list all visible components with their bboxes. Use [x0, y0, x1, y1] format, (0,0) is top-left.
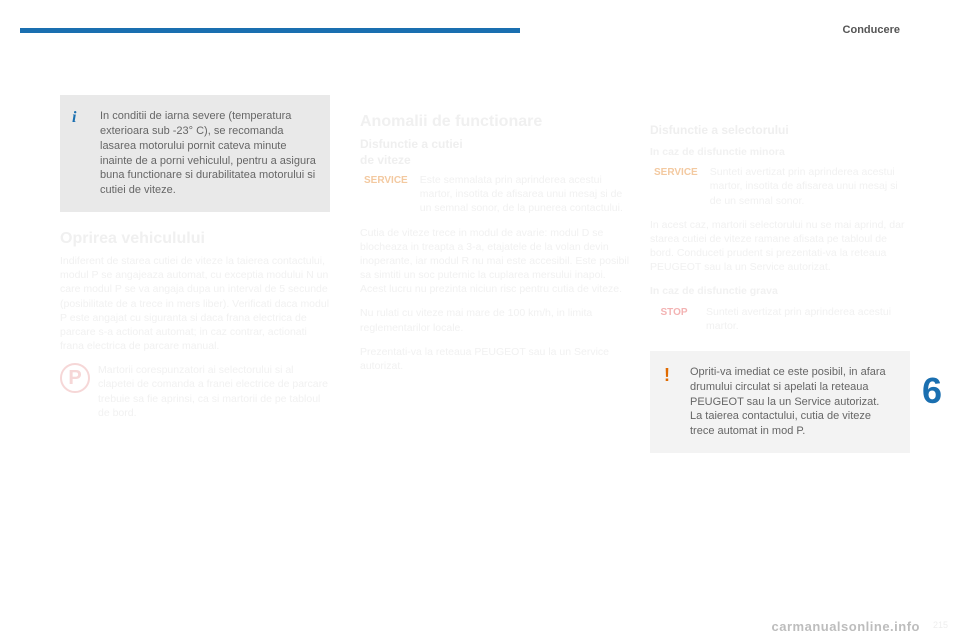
info-box: i In conditii de iarna severe (temperatu…: [60, 95, 330, 212]
warning-box: ! Opriti-va imediat ce este posibil, in …: [650, 351, 910, 453]
subheading-disfunctie-selector: Disfunctie a selectorului: [650, 123, 910, 137]
chapter-number: 6: [922, 370, 942, 412]
column-2: Anomalii de functionare Disfunctie a cut…: [360, 95, 630, 383]
service-warning-row: SERVICE Este semnalata prin aprinderea a…: [360, 173, 630, 216]
service-badge-2: SERVICE: [650, 165, 702, 180]
para-cutia-2: Nu rulati cu viteze mai mare de 100 km/h…: [360, 306, 630, 334]
info-text: In conditii de iarna severe (temperatura…: [100, 110, 316, 196]
para-cutia-1: Cutia de viteze trece in modul de avarie…: [360, 226, 630, 297]
p-mode-icon: P: [60, 363, 90, 393]
heading-oprirea: Oprirea vehiculului: [60, 230, 330, 248]
header-section: Conducere: [843, 24, 900, 36]
stop-badge: STOP: [650, 305, 698, 320]
subheading-disfunctie-cutie-1: Disfunctie a cutiei: [360, 137, 630, 151]
para-oprirea: Indiferent de starea cutiei de viteze la…: [60, 254, 330, 353]
stop-warning-row: STOP Sunteti avertizat prin aprinderea a…: [650, 305, 910, 333]
top-rule: [20, 28, 520, 33]
warning-icon: !: [664, 363, 670, 387]
page-number: 215: [933, 620, 948, 630]
service-warning-row-2: SERVICE Sunteti avertizat prin aprindere…: [650, 165, 910, 208]
warning-box-text: Opriti-va imediat ce este posibil, in af…: [690, 366, 886, 437]
stop-warning-text: Sunteti avertizat prin aprinderea acestu…: [706, 305, 910, 333]
heading-anomalii: Anomalii de functionare: [360, 113, 630, 131]
para-selector-1: In acest caz, martorii selectorului nu s…: [650, 218, 910, 275]
column-3: Disfunctie a selectorului In caz de disf…: [650, 95, 910, 453]
service-warning-text-2: Sunteti avertizat prin aprinderea acestu…: [710, 165, 910, 208]
page-root: Conducere 6 i In conditii de iarna sever…: [0, 0, 960, 640]
service-badge: SERVICE: [360, 173, 412, 188]
label-major: In caz de disfunctie grava: [650, 284, 910, 298]
watermark: carmanualsonline.info: [772, 619, 920, 634]
para-cutia-3: Prezentati-va la reteaua PEUGEOT sau la …: [360, 345, 630, 373]
p-mode-note: P Martorii corespunzatori ai selectorulu…: [60, 363, 330, 420]
info-icon: i: [72, 107, 76, 129]
column-1: i In conditii de iarna severe (temperatu…: [60, 95, 330, 430]
label-minor: In caz de disfunctie minora: [650, 145, 910, 159]
service-warning-text: Este semnalata prin aprinderea acestui m…: [420, 173, 630, 216]
subheading-disfunctie-cutie-2: de viteze: [360, 153, 630, 167]
p-mode-text: Martorii corespunzatori ai selectorului …: [98, 363, 330, 420]
